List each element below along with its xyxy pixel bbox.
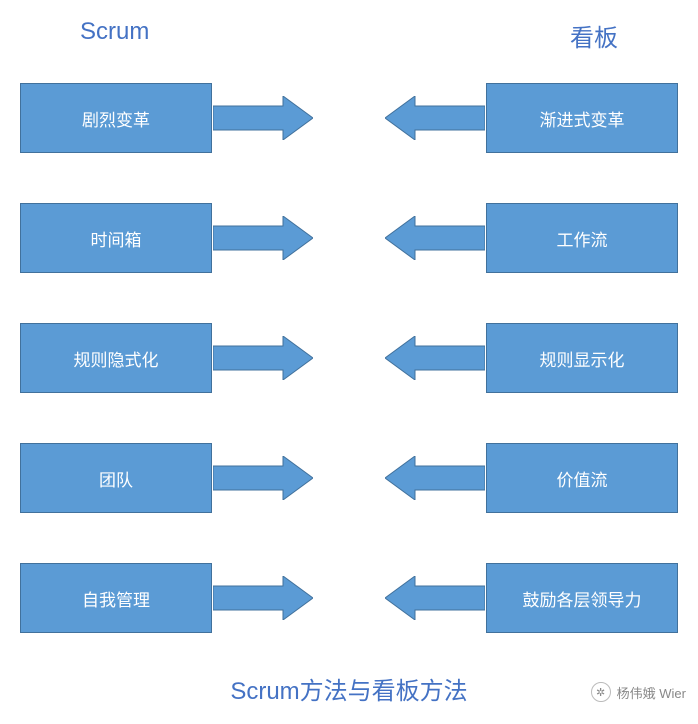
watermark-text: 杨伟娥 Wier: [617, 683, 686, 702]
scrum-box: 剧烈变革: [20, 83, 212, 153]
header: Scrum 看板: [0, 0, 698, 53]
watermark: ✲ 杨伟娥 Wier: [591, 682, 686, 702]
kanban-box: 工作流: [486, 203, 678, 273]
arrow-left-icon: [385, 576, 485, 620]
scrum-box: 时间箱: [20, 203, 212, 273]
header-left-label: Scrum: [80, 18, 149, 53]
arrow-right-icon: [213, 96, 313, 140]
comparison-row: 时间箱 工作流: [20, 203, 678, 273]
arrow-right-icon: [213, 216, 313, 260]
kanban-box: 渐进式变革: [486, 83, 678, 153]
header-right-label: 看板: [570, 18, 618, 53]
kanban-box: 规则显示化: [486, 323, 678, 393]
arrow-right-icon: [213, 456, 313, 500]
wechat-icon: ✲: [591, 682, 611, 702]
arrow-right-icon: [213, 336, 313, 380]
comparison-row: 规则隐式化 规则显示化: [20, 323, 678, 393]
comparison-row: 团队 价值流: [20, 443, 678, 513]
kanban-box: 鼓励各层领导力: [486, 563, 678, 633]
arrow-left-icon: [385, 456, 485, 500]
comparison-row: 自我管理 鼓励各层领导力: [20, 563, 678, 633]
arrow-left-icon: [385, 336, 485, 380]
kanban-box: 价值流: [486, 443, 678, 513]
scrum-box: 规则隐式化: [20, 323, 212, 393]
arrow-left-icon: [385, 96, 485, 140]
scrum-box: 自我管理: [20, 563, 212, 633]
comparison-row: 剧烈变革 渐进式变革: [20, 83, 678, 153]
scrum-box: 团队: [20, 443, 212, 513]
arrow-left-icon: [385, 216, 485, 260]
comparison-rows: 剧烈变革 渐进式变革时间箱 工作流规则隐式化 规则显示化团队 价值流自我管理 鼓…: [0, 53, 698, 633]
arrow-right-icon: [213, 576, 313, 620]
